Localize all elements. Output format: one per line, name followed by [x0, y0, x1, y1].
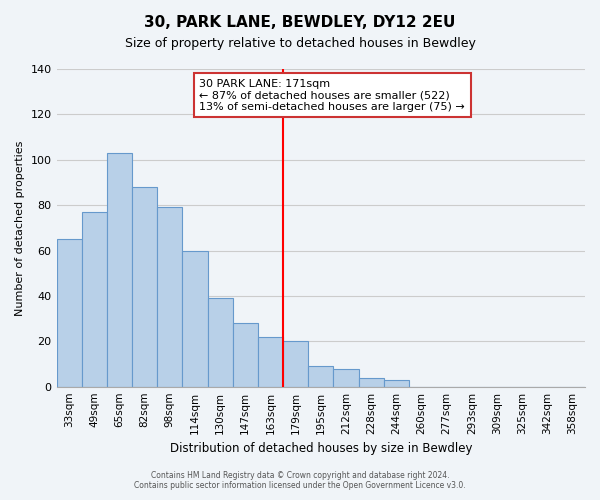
Bar	[383, 380, 409, 386]
Bar	[182, 250, 208, 386]
Bar	[208, 298, 233, 386]
Text: 30 PARK LANE: 171sqm
← 87% of detached houses are smaller (522)
13% of semi-deta: 30 PARK LANE: 171sqm ← 87% of detached h…	[199, 78, 465, 112]
Y-axis label: Number of detached properties: Number of detached properties	[15, 140, 25, 316]
Text: 30, PARK LANE, BEWDLEY, DY12 2EU: 30, PARK LANE, BEWDLEY, DY12 2EU	[145, 15, 455, 30]
Bar	[82, 212, 107, 386]
Bar	[359, 378, 383, 386]
Text: Contains HM Land Registry data © Crown copyright and database right 2024.
Contai: Contains HM Land Registry data © Crown c…	[134, 470, 466, 490]
Bar	[132, 187, 157, 386]
Bar	[334, 368, 359, 386]
Bar	[308, 366, 334, 386]
Bar	[107, 153, 132, 386]
Bar	[56, 239, 82, 386]
Bar	[283, 342, 308, 386]
Bar	[233, 323, 258, 386]
Bar	[157, 208, 182, 386]
Bar	[258, 337, 283, 386]
Text: Size of property relative to detached houses in Bewdley: Size of property relative to detached ho…	[125, 38, 475, 51]
X-axis label: Distribution of detached houses by size in Bewdley: Distribution of detached houses by size …	[170, 442, 472, 455]
